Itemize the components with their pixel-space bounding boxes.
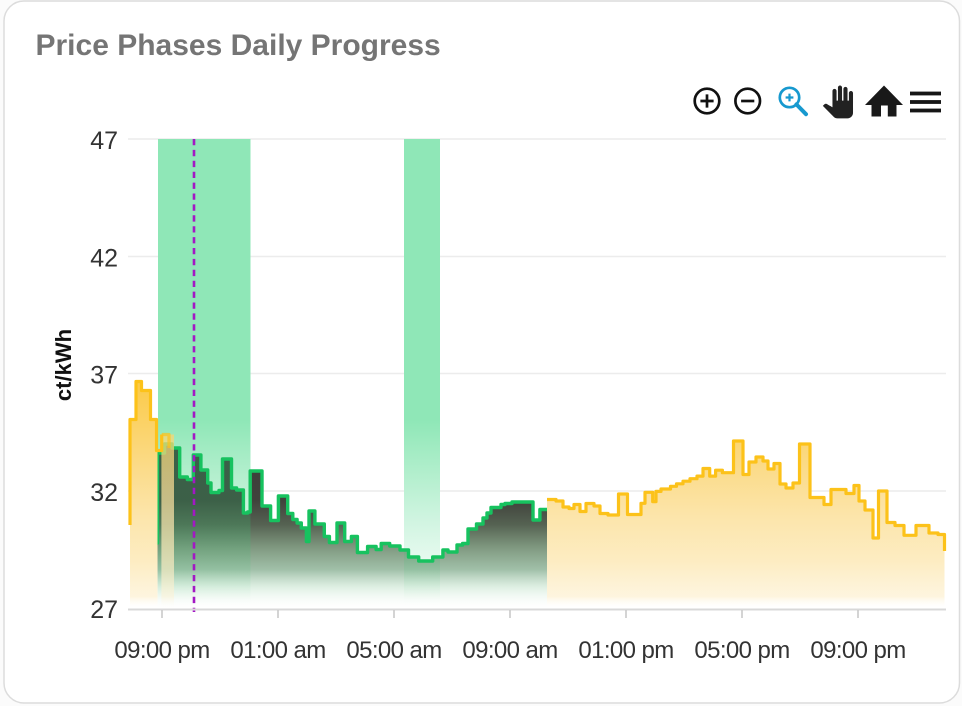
svg-text:27: 27 — [90, 596, 118, 624]
svg-text:47: 47 — [90, 127, 118, 155]
svg-text:ct/kWh: ct/kWh — [51, 329, 76, 401]
svg-text:32: 32 — [90, 479, 118, 507]
svg-text:09:00 pm: 09:00 pm — [810, 637, 905, 664]
svg-text:01:00 pm: 01:00 pm — [578, 637, 673, 664]
svg-text:09:00 am: 09:00 am — [462, 637, 557, 664]
svg-text:09:00 pm: 09:00 pm — [114, 637, 209, 664]
svg-text:05:00 pm: 05:00 pm — [694, 637, 789, 664]
svg-text:Price Phases Daily Progress: Price Phases Daily Progress — [36, 29, 441, 62]
svg-text:05:00 am: 05:00 am — [346, 637, 441, 664]
svg-text:37: 37 — [90, 361, 118, 389]
svg-text:01:00 am: 01:00 am — [230, 637, 325, 664]
svg-text:42: 42 — [90, 244, 118, 272]
